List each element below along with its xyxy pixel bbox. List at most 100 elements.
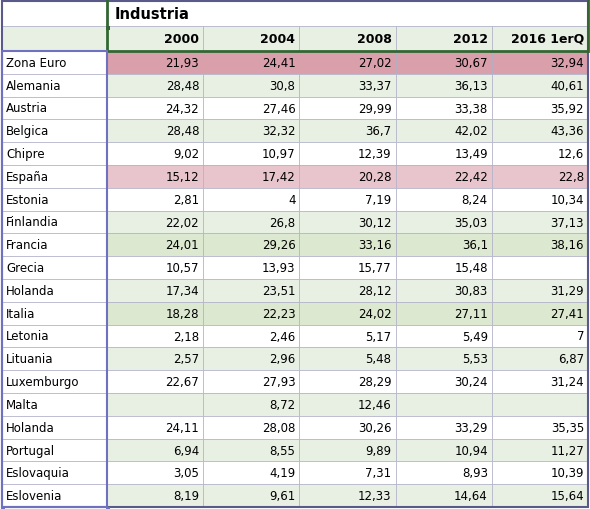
Bar [106,507,110,509]
Text: 12,39: 12,39 [358,148,392,161]
Text: 36,13: 36,13 [454,79,488,93]
Bar [492,302,588,325]
Text: 27,41: 27,41 [550,307,584,320]
Bar [2,325,107,348]
Text: 13,49: 13,49 [454,148,488,161]
Bar [107,188,203,211]
Text: 28,12: 28,12 [358,285,392,297]
Bar [299,234,396,257]
Bar [107,234,203,257]
Bar [2,279,107,302]
Bar [492,211,588,234]
Bar [492,348,588,371]
Text: 33,29: 33,29 [454,421,488,434]
Bar [299,416,396,439]
Bar [492,234,588,257]
Text: 42,02: 42,02 [454,125,488,138]
Bar [203,143,299,165]
Bar [107,348,203,371]
Text: 24,02: 24,02 [358,307,392,320]
Text: 28,29: 28,29 [358,375,392,388]
Bar [2,257,107,279]
Text: 8,93: 8,93 [462,466,488,479]
Text: 2,57: 2,57 [173,353,199,365]
Text: 22,42: 22,42 [454,171,488,184]
Bar [107,165,203,188]
Bar [299,439,396,462]
Bar [203,279,299,302]
Text: 2012: 2012 [453,33,488,46]
Text: 43,36: 43,36 [550,125,584,138]
Text: 22,67: 22,67 [165,375,199,388]
Bar [2,484,107,507]
Text: Holanda: Holanda [6,421,55,434]
Bar [203,27,299,52]
Text: 9,89: 9,89 [365,444,392,457]
Text: 29,26: 29,26 [261,239,296,252]
Bar [2,348,107,371]
Bar [299,97,396,120]
Text: 2,96: 2,96 [269,353,296,365]
Bar [492,75,588,97]
Text: 24,11: 24,11 [165,421,199,434]
Bar [107,257,203,279]
Text: Italia: Italia [6,307,35,320]
Bar [299,348,396,371]
Bar [2,462,107,484]
Bar [492,52,588,75]
Text: 30,12: 30,12 [358,216,392,229]
Bar [107,416,203,439]
Text: Finlandia: Finlandia [6,216,59,229]
Text: 30,67: 30,67 [454,57,488,70]
Bar [203,439,299,462]
Bar [299,371,396,393]
Text: 26,8: 26,8 [269,216,296,229]
Text: 8,19: 8,19 [173,489,199,502]
Bar [203,234,299,257]
Bar [2,52,107,75]
Text: 17,34: 17,34 [166,285,199,297]
Bar [396,143,492,165]
Bar [2,52,107,507]
Bar [299,393,396,416]
Text: Zona Euro: Zona Euro [6,57,67,70]
Text: 29,99: 29,99 [358,102,392,115]
Bar [492,27,588,52]
Bar [299,75,396,97]
Text: 28,08: 28,08 [262,421,296,434]
Bar [2,120,107,143]
Text: 3,05: 3,05 [173,466,199,479]
Text: Chipre: Chipre [6,148,45,161]
Bar [396,279,492,302]
Text: Letonia: Letonia [6,330,50,343]
Text: 23,51: 23,51 [262,285,296,297]
Text: 2,18: 2,18 [173,330,199,343]
Text: 9,02: 9,02 [173,148,199,161]
Text: 10,94: 10,94 [454,444,488,457]
Bar [396,439,492,462]
Text: 31,24: 31,24 [550,375,584,388]
Text: 27,11: 27,11 [454,307,488,320]
Bar [492,279,588,302]
Text: 2000: 2000 [164,33,199,46]
Text: 30,83: 30,83 [454,285,488,297]
Bar [203,325,299,348]
Bar [396,484,492,507]
Text: Alemania: Alemania [6,79,61,93]
Bar [2,75,107,97]
Text: 5,17: 5,17 [365,330,392,343]
Bar [396,371,492,393]
Text: Estonia: Estonia [6,193,50,206]
Text: 15,48: 15,48 [454,262,488,274]
Bar [203,211,299,234]
Text: 10,97: 10,97 [262,148,296,161]
Text: 33,38: 33,38 [454,102,488,115]
Text: 24,32: 24,32 [166,102,199,115]
Bar [396,52,492,75]
Bar [203,75,299,97]
Text: 24,01: 24,01 [166,239,199,252]
Bar [492,416,588,439]
Text: 2008: 2008 [357,33,392,46]
Text: 24,41: 24,41 [261,57,296,70]
Bar [107,484,203,507]
